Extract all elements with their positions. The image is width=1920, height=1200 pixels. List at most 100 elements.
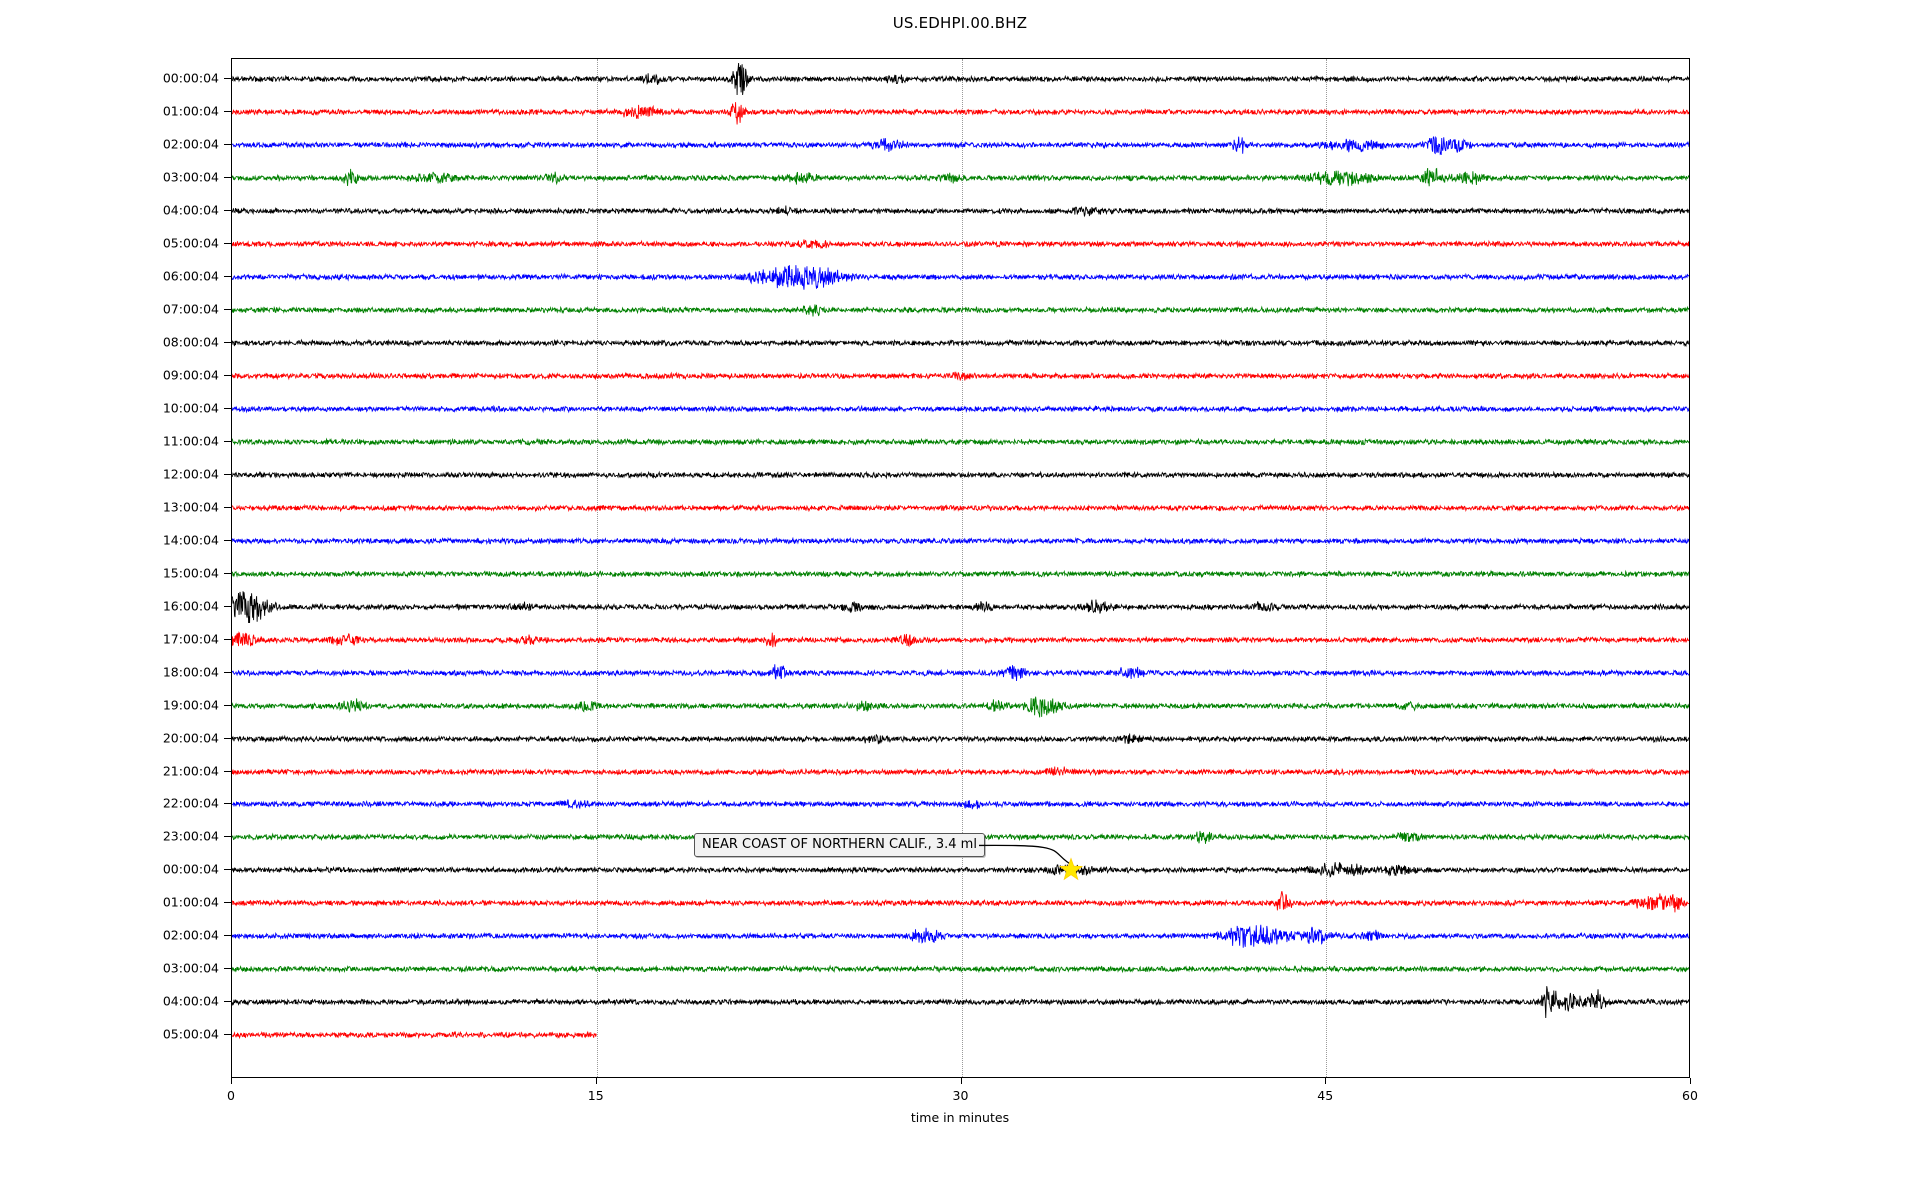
- waveform-trace: [232, 630, 1689, 648]
- y-axis-tick-mark: [224, 473, 231, 475]
- y-axis-tick-mark: [224, 243, 231, 245]
- y-axis-tick-mark: [224, 770, 231, 772]
- waveform-trace: [232, 371, 1689, 381]
- waveform-trace: [232, 205, 1689, 218]
- x-axis-tick-mark: [960, 1078, 962, 1084]
- y-axis-tick-label: 20:00:04: [162, 730, 219, 746]
- x-axis-tick-mark: [231, 1078, 232, 1084]
- y-axis-tick-label: 22:00:04: [162, 795, 219, 811]
- waveform-trace: [232, 437, 1689, 447]
- y-axis-tick-label: 16:00:04: [162, 598, 219, 614]
- y-axis-tick-mark: [224, 111, 231, 113]
- y-axis-tick-label: 02:00:04: [162, 136, 219, 152]
- y-axis-tick-mark: [224, 968, 231, 970]
- y-axis-tick-mark: [224, 1001, 231, 1003]
- y-axis-tick-label: 02:00:04: [162, 927, 219, 943]
- x-axis-title: time in minutes: [910, 1110, 1010, 1125]
- y-axis-tick-label: 09:00:04: [162, 367, 219, 383]
- y-axis-tick-label: 13:00:04: [162, 499, 219, 515]
- y-axis-tick-label: 06:00:04: [162, 268, 219, 284]
- waveform-trace: [232, 102, 1689, 125]
- x-axis-tick-mark: [1325, 1078, 1327, 1084]
- waveform-trace: [232, 136, 1689, 156]
- waveform-trace: [232, 470, 1689, 480]
- y-axis-tick-label: 04:00:04: [162, 202, 219, 218]
- y-axis-tick-mark: [224, 1034, 231, 1036]
- waveform-trace: [232, 986, 1689, 1019]
- x-axis-tick-mark: [1690, 1078, 1691, 1084]
- waveform-trace: [232, 536, 1689, 546]
- y-axis-tick-label: 21:00:04: [162, 763, 219, 779]
- y-axis-tick-label: 01:00:04: [162, 103, 219, 119]
- y-axis-tick-mark: [224, 539, 231, 541]
- waveform-trace: [232, 733, 1689, 744]
- gridline-45min: [1326, 59, 1328, 1077]
- y-axis-tick-mark: [224, 704, 231, 706]
- y-axis-tick-mark: [224, 144, 231, 146]
- y-axis-tick-label: 18:00:04: [162, 664, 219, 680]
- y-axis-tick-mark: [224, 902, 231, 904]
- waveform-trace: [232, 304, 1689, 317]
- y-axis-tick-mark: [224, 671, 231, 673]
- y-axis-tick-label: 00:00:04: [162, 861, 219, 877]
- waveform-trace: [232, 765, 1689, 776]
- y-axis-tick-mark: [224, 78, 231, 80]
- y-axis-tick-mark: [224, 737, 231, 739]
- y-axis-tick-label: 10:00:04: [162, 400, 219, 416]
- waveform-trace: [232, 503, 1689, 513]
- y-axis-tick-mark: [224, 605, 231, 607]
- waveform-trace: [232, 925, 1689, 949]
- y-axis-tick-mark: [224, 177, 231, 179]
- waveform-trace: [232, 569, 1689, 579]
- y-axis-tick-mark: [224, 836, 231, 838]
- waveform-trace: [232, 404, 1689, 414]
- waveform-trace: [232, 168, 1689, 187]
- y-axis-tick-label: 07:00:04: [162, 301, 219, 317]
- y-axis-tick-mark: [224, 276, 231, 278]
- y-axis-tick-mark: [224, 375, 231, 377]
- y-axis-tick-mark: [224, 638, 231, 640]
- waveform-trace: [232, 1030, 597, 1040]
- waveform-trace: [232, 696, 1689, 717]
- y-axis-tick-label: 14:00:04: [162, 532, 219, 548]
- x-axis-tick-label: 30: [952, 1088, 969, 1103]
- x-axis-tick-label: 0: [227, 1088, 235, 1103]
- y-axis-tick-label: 01:00:04: [162, 894, 219, 910]
- y-axis-tick-mark: [224, 803, 231, 805]
- y-axis-tick-label: 05:00:04: [162, 1026, 219, 1042]
- y-axis-tick-label: 12:00:04: [162, 466, 219, 482]
- waveform-trace: [232, 63, 1689, 96]
- y-axis-tick-mark: [224, 210, 231, 212]
- y-axis-tick-label: 05:00:04: [162, 235, 219, 251]
- y-axis-tick-label: 00:00:04: [162, 70, 219, 86]
- page-title: US.EDHPI.00.BHZ: [892, 14, 1028, 32]
- waveform-trace: [232, 862, 1689, 879]
- plot-area: NEAR COAST OF NORTHERN CALIF., 3.4 ml: [231, 58, 1690, 1078]
- y-axis-tick-label: 15:00:04: [162, 565, 219, 581]
- gridline-15min: [596, 59, 598, 1077]
- y-axis-tick-label: 23:00:04: [162, 828, 219, 844]
- waveform-trace: [232, 239, 1689, 250]
- y-axis-tick-mark: [224, 869, 231, 871]
- event-star-marker[interactable]: [1058, 857, 1084, 883]
- y-axis-tick-label: 08:00:04: [162, 334, 219, 350]
- waveform-trace: [232, 964, 1689, 974]
- x-axis-tick-label: 45: [1317, 1088, 1334, 1103]
- x-axis-tick-label: 15: [587, 1088, 604, 1103]
- y-axis-tick-mark: [224, 440, 231, 442]
- y-axis-tick-mark: [224, 407, 231, 409]
- waveform-trace: [232, 663, 1689, 681]
- y-axis-tick-label: 04:00:04: [162, 993, 219, 1009]
- y-axis-tick-mark: [224, 506, 231, 508]
- y-axis-tick-mark: [224, 572, 231, 574]
- y-axis-tick-label: 19:00:04: [162, 697, 219, 713]
- event-annotation-label[interactable]: NEAR COAST OF NORTHERN CALIF., 3.4 ml: [694, 833, 985, 858]
- waveform-trace: [232, 590, 1689, 623]
- y-axis-tick-mark: [224, 342, 231, 344]
- waveform-trace: [232, 338, 1689, 348]
- waveform-trace: [232, 265, 1689, 290]
- y-axis-tick-label: 17:00:04: [162, 631, 219, 647]
- y-axis-tick-mark: [224, 309, 231, 311]
- y-axis-tick-mark: [224, 935, 231, 937]
